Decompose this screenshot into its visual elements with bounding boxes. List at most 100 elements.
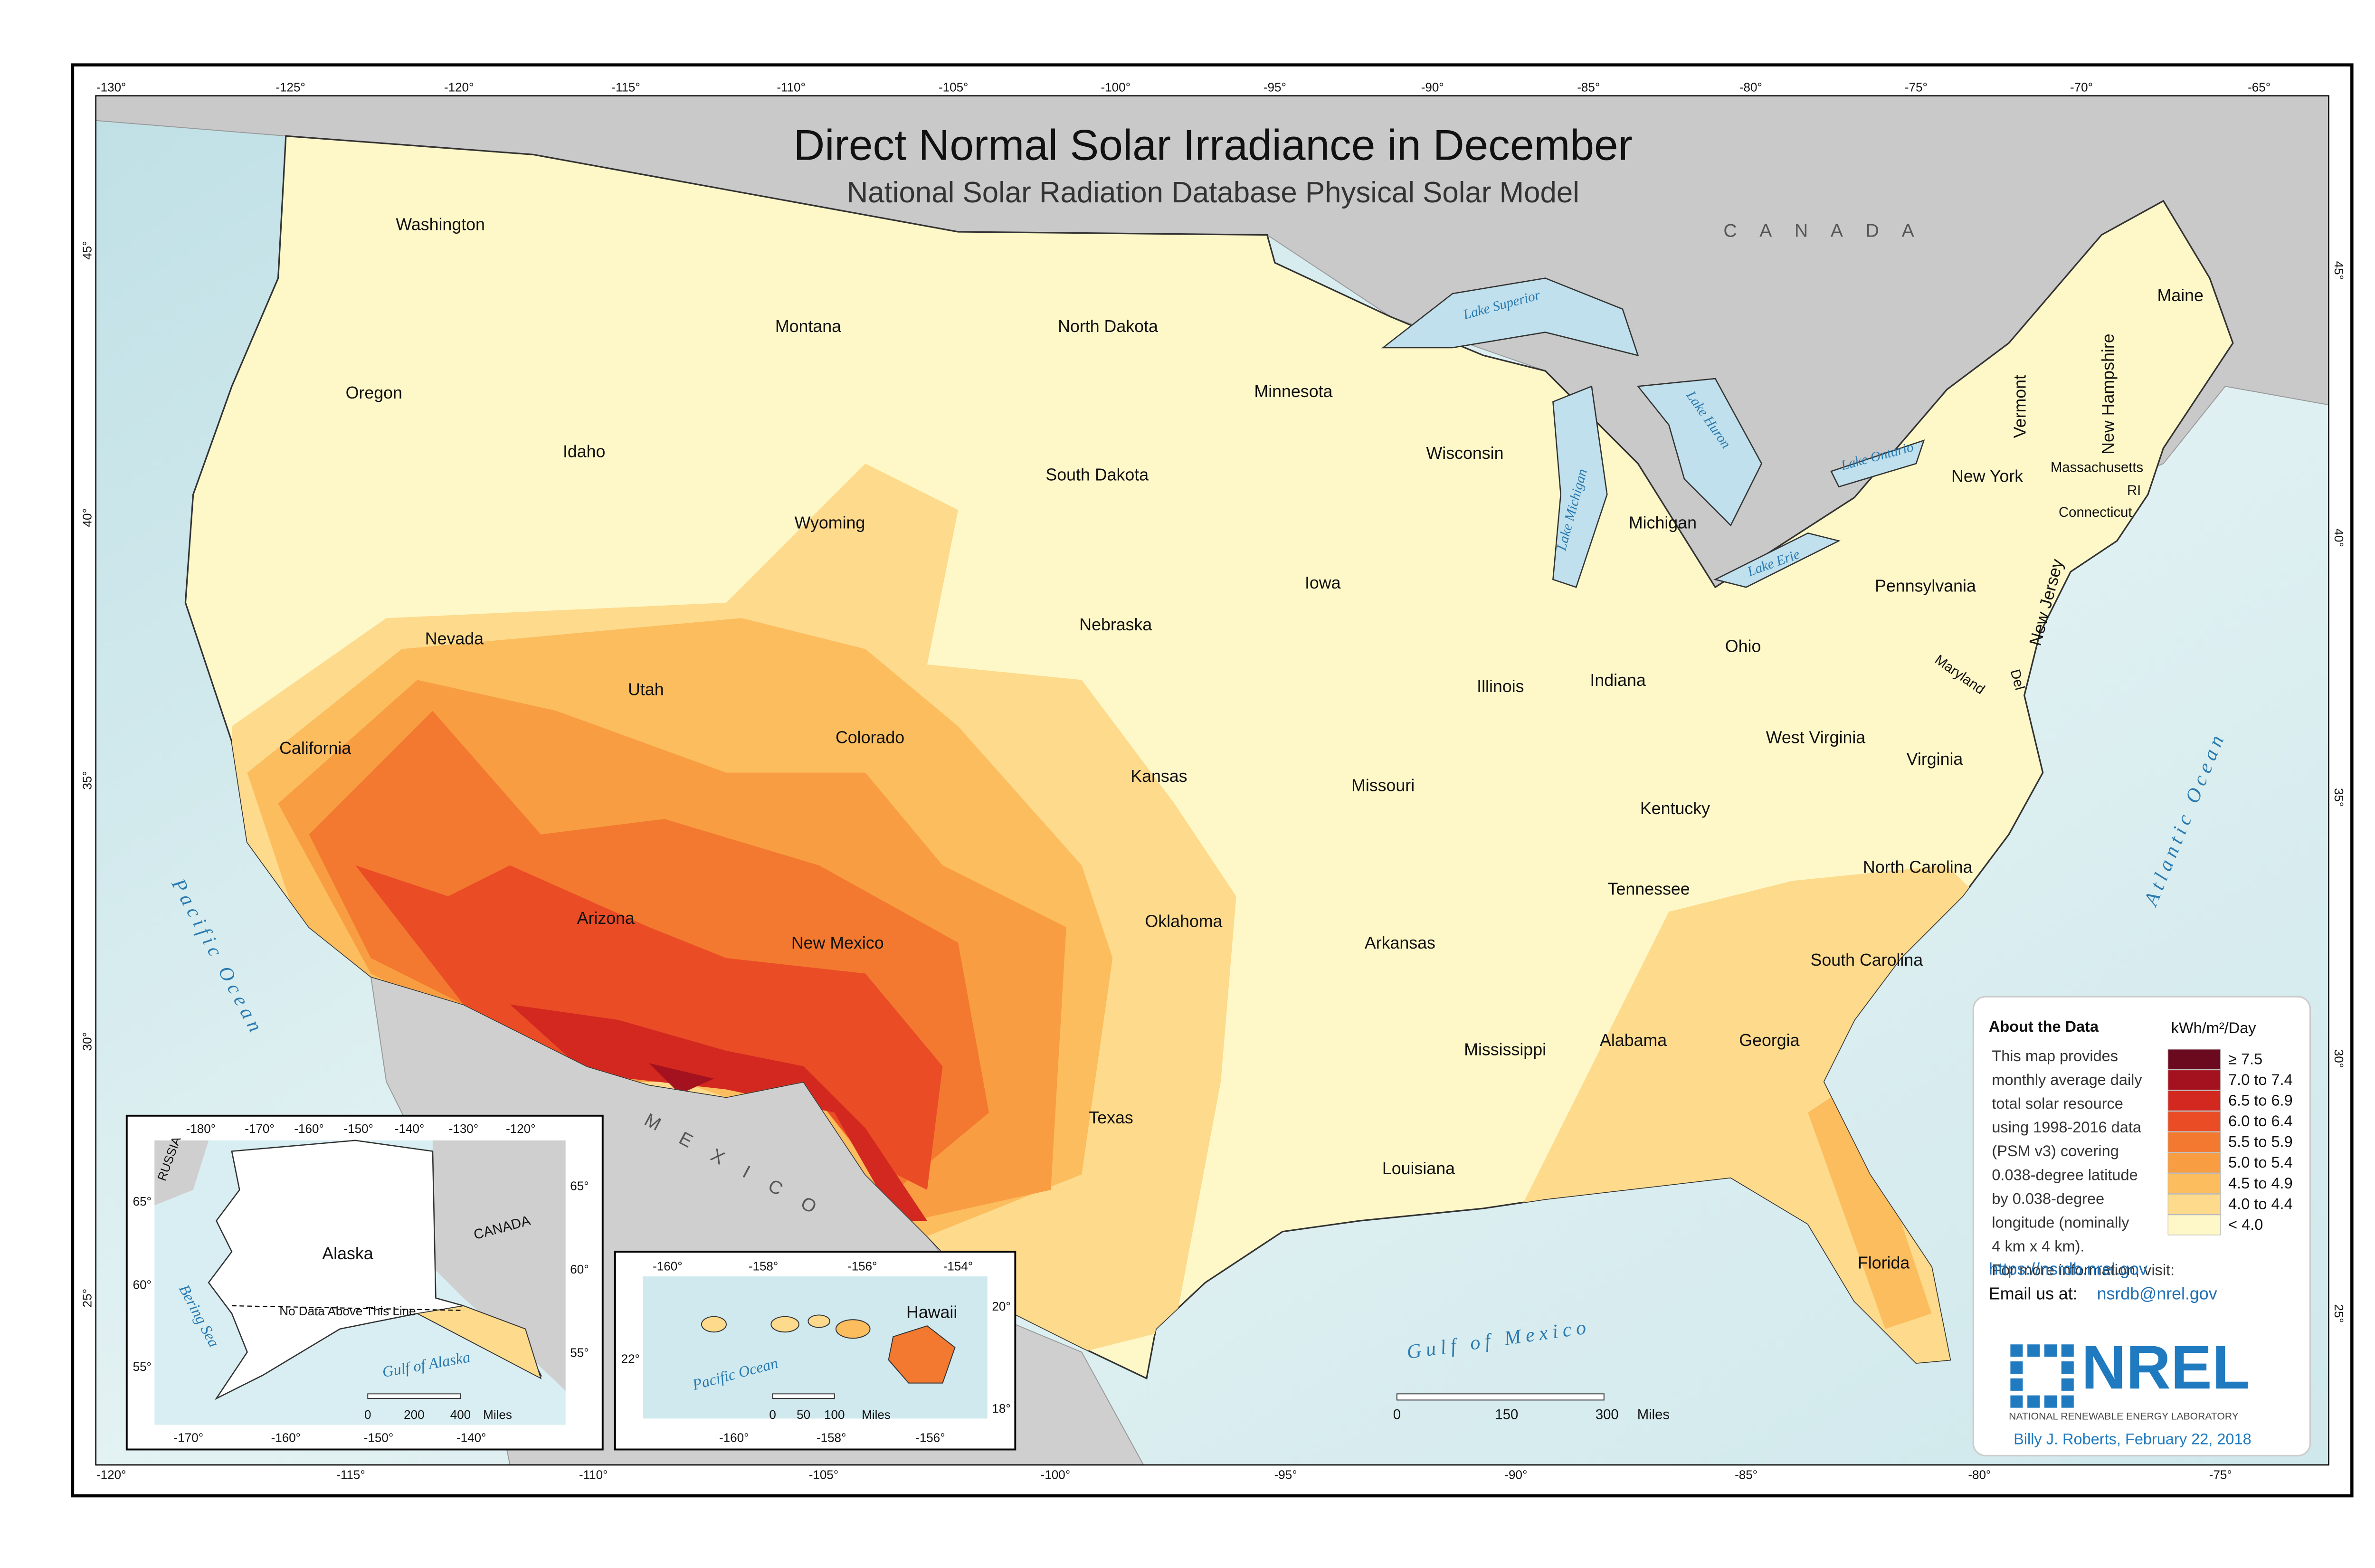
about-text: using 1998-2016 data — [1992, 1119, 2141, 1136]
subtitle: National Solar Radiation Database Physic… — [847, 176, 1579, 209]
email-link: nsrdb@nrel.gov — [2097, 1284, 2217, 1303]
longitude-label: -120° — [506, 1121, 535, 1136]
legend-panel — [1972, 996, 2311, 1457]
longitude-label: -180° — [186, 1121, 216, 1136]
no-data-line — [231, 1305, 464, 1311]
icon-block — [2010, 1344, 2023, 1357]
state-label: Pennsylvania — [1875, 577, 1976, 596]
credit: Billy J. Roberts, February 22, 2018 — [2014, 1431, 2252, 1448]
longitude-label: -120° — [96, 1468, 126, 1482]
inset-label: Hawaii — [906, 1303, 957, 1322]
icon-block — [2010, 1395, 2023, 1408]
longitude-label: -85° — [1735, 1468, 1758, 1482]
state-label: Indiana — [1590, 671, 1645, 690]
logo-name: NREL — [2081, 1332, 2250, 1402]
scale-label: 400 — [450, 1407, 471, 1422]
state-label: Michigan — [1629, 513, 1697, 532]
legend-swatch — [2167, 1131, 2221, 1153]
state-label: Minnesota — [1254, 382, 1332, 401]
longitude-label: -70° — [2070, 80, 2093, 94]
latitude-label: 20° — [992, 1299, 1010, 1313]
legend-label: < 4.0 — [2228, 1216, 2263, 1233]
lake — [1552, 385, 1608, 588]
about-text: total solar resource — [1992, 1095, 2123, 1112]
longitude-label: -156° — [847, 1259, 877, 1273]
solar-zone — [1808, 1082, 1932, 1329]
state-label: Tennessee — [1608, 879, 1690, 898]
latitude-label: 65° — [570, 1178, 589, 1193]
longitude-label: -158° — [817, 1431, 846, 1445]
scale-label: Miles — [483, 1407, 512, 1422]
longitude-label: -110° — [579, 1468, 608, 1482]
longitude-label: -150° — [344, 1121, 373, 1136]
legend-swatch — [2167, 1111, 2221, 1132]
longitude-label: -95° — [1264, 80, 1286, 94]
about-link: https://nsrdb.nrel.gov — [1989, 1260, 2147, 1279]
hawaii-islands — [701, 1314, 956, 1384]
state-label: Illinois — [1477, 677, 1524, 696]
longitude-label: -150° — [364, 1431, 393, 1445]
outer-frame — [71, 63, 2354, 1498]
state-label: New Mexico — [791, 933, 884, 952]
lake — [1713, 532, 1841, 588]
legend-swatch — [2167, 1173, 2221, 1194]
longitude-label: -140° — [395, 1121, 424, 1136]
russia-inset — [154, 1140, 209, 1206]
solar-zone — [355, 865, 943, 1190]
legend-label: 5.0 to 5.4 — [2228, 1154, 2293, 1171]
scale-label: 200 — [404, 1407, 424, 1422]
state-label: Ohio — [1725, 637, 1761, 656]
longitude-label: -160° — [653, 1259, 682, 1273]
lake — [1830, 439, 1925, 488]
longitude-label: -100° — [1041, 1468, 1070, 1482]
state-label: New Hampshire — [2099, 333, 2118, 454]
state-label: Nebraska — [1079, 615, 1152, 634]
longitude-label: -95° — [1274, 1468, 1297, 1482]
latitude-label: 55° — [570, 1346, 589, 1360]
icon-block — [2061, 1361, 2074, 1374]
state-label: West Virginia — [1766, 728, 1865, 747]
latitude-label: 30° — [80, 1032, 94, 1051]
state-label: Texas — [1089, 1108, 1133, 1127]
latitude-label: 22° — [621, 1352, 640, 1366]
state-label: Montana — [775, 317, 841, 336]
country-label: C A N A D A — [1723, 220, 1923, 241]
legend-label: 6.0 to 6.4 — [2228, 1112, 2293, 1130]
scale-bar — [1396, 1393, 1605, 1401]
latitude-label: 60° — [133, 1278, 152, 1292]
longitude-label: -65° — [2248, 80, 2270, 94]
longitude-label: -130° — [449, 1121, 478, 1136]
legend-swatch — [2167, 1049, 2221, 1070]
legend-label: 6.5 to 6.9 — [2228, 1092, 2293, 1109]
legend-label: ≥ 7.5 — [2228, 1050, 2262, 1067]
icon-block — [2061, 1344, 2074, 1357]
longitude-label: -120° — [444, 80, 474, 94]
lake — [1636, 378, 1763, 527]
about-text: monthly average daily — [1992, 1071, 2142, 1088]
latitude-label: 25° — [2332, 1304, 2346, 1323]
legend-label: 7.0 to 7.4 — [2228, 1071, 2293, 1088]
legend-swatch — [2167, 1214, 2221, 1235]
state-label: Massachusetts — [2051, 460, 2143, 475]
longitude-label: -105° — [809, 1468, 838, 1482]
about-text: by 0.038-degree — [1992, 1190, 2104, 1207]
longitude-label: -90° — [1421, 80, 1444, 94]
icon-block — [2061, 1378, 2074, 1391]
legend-swatch — [2167, 1152, 2221, 1173]
latitude-label: 45° — [80, 241, 94, 259]
icon-block — [2061, 1395, 2074, 1408]
longitude-label: -100° — [1101, 80, 1130, 94]
lake — [1381, 277, 1639, 357]
solar-zone — [510, 1004, 927, 1221]
longitude-label: -90° — [1504, 1468, 1527, 1482]
title: Direct Normal Solar Irradiance in Decemb… — [793, 121, 1633, 169]
legend-swatch — [2167, 1194, 2221, 1215]
longitude-label: -105° — [939, 80, 968, 94]
state-label: Oklahoma — [1145, 912, 1222, 931]
about-text: 4 km x 4 km). — [1992, 1238, 2084, 1255]
great-lakes — [1381, 277, 1925, 588]
latitude-label: 30° — [2332, 1049, 2346, 1068]
state-label: Idaho — [563, 442, 606, 461]
legend-swatch — [2167, 1069, 2221, 1091]
